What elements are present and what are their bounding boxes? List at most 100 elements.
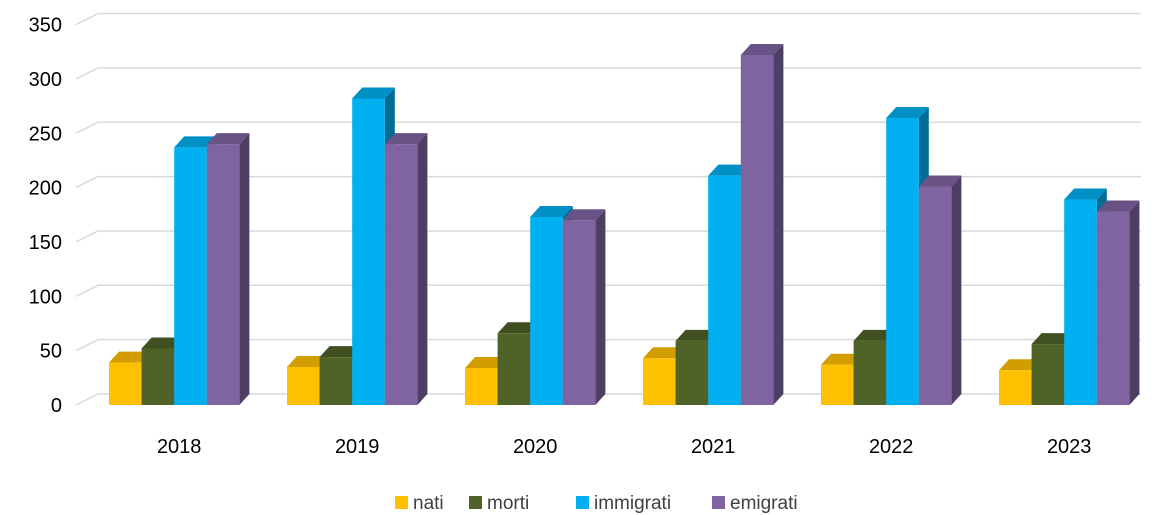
bar-front bbox=[1031, 344, 1065, 405]
y-tick-label: 100 bbox=[29, 286, 62, 308]
bar-top bbox=[530, 205, 573, 217]
bar-top bbox=[141, 337, 185, 349]
bar-top bbox=[708, 164, 751, 176]
bar-top bbox=[319, 346, 363, 358]
legend-label: morti bbox=[487, 493, 529, 514]
bar-top bbox=[886, 107, 929, 119]
y-tick-label: 250 bbox=[29, 123, 62, 145]
bar-front bbox=[853, 340, 887, 405]
bar-emigrati-2019 bbox=[384, 133, 428, 405]
bar-front bbox=[918, 186, 952, 405]
bar-top bbox=[562, 209, 606, 221]
x-tick-label: 2022 bbox=[869, 436, 914, 458]
bar-top bbox=[1096, 200, 1140, 212]
bar-front bbox=[141, 348, 175, 405]
gridlines bbox=[75, 12, 1141, 406]
bar-top bbox=[174, 136, 217, 148]
bar-front bbox=[1064, 199, 1097, 405]
bar-emigrati-2023 bbox=[1096, 200, 1140, 405]
gridline-side bbox=[75, 12, 99, 26]
x-axis-labels: 2018 2019 2020 2021 2022 2023 bbox=[157, 436, 1091, 458]
bar-top bbox=[287, 355, 330, 367]
gridline-side bbox=[75, 175, 99, 189]
bar-top bbox=[1031, 333, 1075, 345]
bar-emigrati-2018 bbox=[206, 133, 250, 405]
y-tick-label: 150 bbox=[29, 232, 62, 254]
legend-label: immigrati bbox=[594, 493, 671, 514]
legend-swatch bbox=[576, 496, 589, 509]
legend-item-morti: morti bbox=[469, 493, 529, 514]
x-tick-label: 2018 bbox=[157, 436, 202, 458]
bar-front bbox=[174, 147, 207, 406]
bar-side bbox=[417, 133, 428, 405]
bar-front bbox=[886, 118, 919, 406]
bar-top bbox=[384, 133, 428, 145]
bar-front bbox=[497, 333, 531, 405]
y-tick-label: 50 bbox=[40, 341, 62, 363]
bar-front bbox=[319, 357, 353, 405]
bar-front bbox=[1096, 211, 1130, 405]
gridline-side bbox=[75, 230, 99, 243]
bar-top bbox=[853, 329, 897, 341]
legend-label: nati bbox=[413, 493, 444, 514]
legend-label: emigrati bbox=[730, 493, 798, 514]
bar-side bbox=[595, 209, 606, 405]
y-tick-label: 350 bbox=[29, 15, 62, 37]
gridline-side bbox=[75, 284, 99, 297]
bar-front bbox=[206, 144, 240, 405]
y-tick-label: 300 bbox=[29, 69, 62, 91]
gridline-side bbox=[75, 393, 99, 406]
bar-side bbox=[951, 175, 962, 405]
bar-side bbox=[239, 133, 250, 405]
bar-front bbox=[465, 368, 498, 405]
bar-front bbox=[999, 370, 1032, 405]
gridline-side bbox=[75, 338, 99, 352]
bar-front bbox=[109, 362, 142, 405]
x-tick-label: 2020 bbox=[513, 436, 558, 458]
bar-top bbox=[821, 353, 864, 365]
bar-emigrati-2021 bbox=[740, 43, 784, 406]
bar-top bbox=[675, 329, 719, 341]
bar-front bbox=[287, 366, 320, 405]
bars bbox=[109, 43, 1140, 406]
bar-emigrati-2020 bbox=[562, 209, 606, 405]
legend-item-emigrati: emigrati bbox=[712, 493, 798, 514]
bar-front bbox=[643, 358, 676, 405]
bar-top bbox=[109, 351, 152, 363]
bar-front bbox=[384, 144, 418, 405]
y-tick-label: 0 bbox=[51, 395, 62, 417]
bar-top bbox=[643, 347, 686, 359]
bar-top bbox=[497, 322, 541, 334]
x-tick-label: 2023 bbox=[1047, 436, 1092, 458]
legend-item-immigrati: immigrati bbox=[576, 493, 671, 514]
bar-top bbox=[740, 43, 784, 55]
legend-swatch bbox=[712, 496, 725, 509]
bar-top bbox=[1064, 188, 1107, 200]
bar-front bbox=[708, 175, 741, 405]
bar-front bbox=[562, 220, 596, 405]
y-tick-label: 200 bbox=[29, 178, 62, 200]
bar-top bbox=[465, 357, 508, 369]
legend-swatch bbox=[469, 496, 482, 509]
bar-side bbox=[1129, 200, 1140, 405]
bar-front bbox=[740, 54, 774, 406]
x-tick-label: 2019 bbox=[335, 436, 380, 458]
bar-side bbox=[773, 43, 784, 406]
bar-top bbox=[352, 87, 395, 99]
gridline-side bbox=[75, 67, 99, 80]
bar-front bbox=[675, 340, 709, 405]
bar-top bbox=[999, 359, 1042, 371]
legend: nati morti immigrati emigrati bbox=[395, 493, 798, 514]
bar-top bbox=[918, 175, 962, 187]
legend-item-nati: nati bbox=[395, 493, 444, 514]
x-tick-label: 2021 bbox=[691, 436, 736, 458]
legend-swatch bbox=[395, 496, 408, 509]
bar-top bbox=[206, 133, 250, 145]
y-axis-labels: 0 50 100 150 200 250 300 350 bbox=[29, 15, 62, 417]
bar-emigrati-2022 bbox=[918, 175, 962, 405]
bar-front bbox=[352, 98, 385, 405]
bar-front bbox=[530, 216, 563, 405]
bar-front bbox=[821, 364, 854, 405]
gridline-side bbox=[75, 121, 99, 134]
